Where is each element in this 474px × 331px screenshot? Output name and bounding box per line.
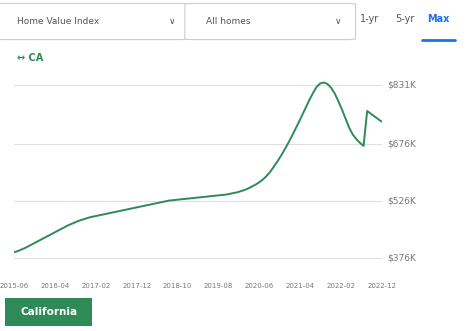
Text: 2016-04: 2016-04 [40,283,70,289]
FancyBboxPatch shape [0,3,190,40]
Text: 2020-06: 2020-06 [245,283,274,289]
Text: 2022-02: 2022-02 [326,283,355,289]
Text: 1-yr: 1-yr [360,14,379,24]
FancyBboxPatch shape [185,3,356,40]
FancyBboxPatch shape [2,298,95,326]
Text: 2017-12: 2017-12 [122,283,151,289]
Text: 2015-06: 2015-06 [0,283,29,289]
Text: Max: Max [427,14,450,24]
Text: 2017-02: 2017-02 [81,283,110,289]
Text: California: California [20,307,77,317]
Text: 2021-04: 2021-04 [285,283,315,289]
Text: ∨: ∨ [335,17,341,26]
Text: 5-yr: 5-yr [396,14,415,24]
Text: 2018-10: 2018-10 [163,283,192,289]
Text: 2022-12: 2022-12 [367,283,396,289]
Text: ↔ CA: ↔ CA [17,53,43,63]
Text: $831K: $831K [387,80,416,89]
Text: $376K: $376K [387,253,416,262]
Text: $526K: $526K [387,196,416,205]
Text: ∨: ∨ [169,17,175,26]
Text: 2019-08: 2019-08 [204,283,233,289]
Text: Home Value Index: Home Value Index [17,17,99,26]
Text: $676K: $676K [387,139,416,148]
Text: All homes: All homes [206,17,251,26]
